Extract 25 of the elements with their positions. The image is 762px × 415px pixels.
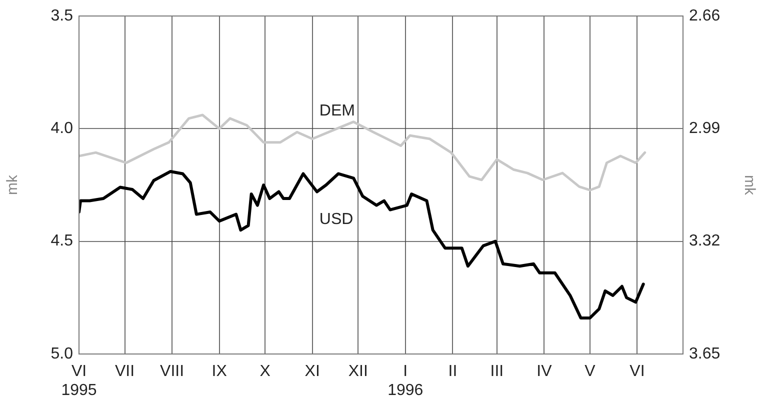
x-tick-label: II (448, 363, 458, 380)
y2-tick-label: 2.66 (689, 7, 720, 24)
y2-tick-label: 2.99 (689, 120, 720, 138)
y2-axis-title: mk (740, 175, 758, 196)
x-tick-label: VIII (160, 363, 184, 380)
x-tick-label: V (584, 363, 596, 380)
y-axis-title: mk (4, 174, 22, 195)
series-label: USD (319, 211, 354, 228)
x-tick-label: XII (348, 363, 368, 380)
x-tick-label: IX (212, 363, 228, 380)
y-tick-label: 5.0 (50, 345, 74, 362)
x-tick-label: X (260, 363, 271, 380)
y-tick-label: 4.5 (50, 232, 74, 250)
x-tick-label: III (490, 363, 504, 380)
x-tick-label: IV (536, 363, 552, 380)
series-label: DEM (319, 102, 355, 120)
x-tick-label: XI (304, 363, 320, 380)
x-tick-label: I 1996 (388, 363, 424, 400)
y2-tick-label: 3.32 (689, 232, 720, 250)
x-tick-label: VII (114, 363, 135, 380)
x-tick-label: VI 1995 (61, 363, 97, 400)
y-tick-label: 4.0 (50, 120, 74, 138)
x-tick-label: VI (630, 363, 645, 380)
y-tick-label: 3.5 (50, 7, 74, 24)
y2-tick-label: 3.65 (689, 345, 720, 362)
